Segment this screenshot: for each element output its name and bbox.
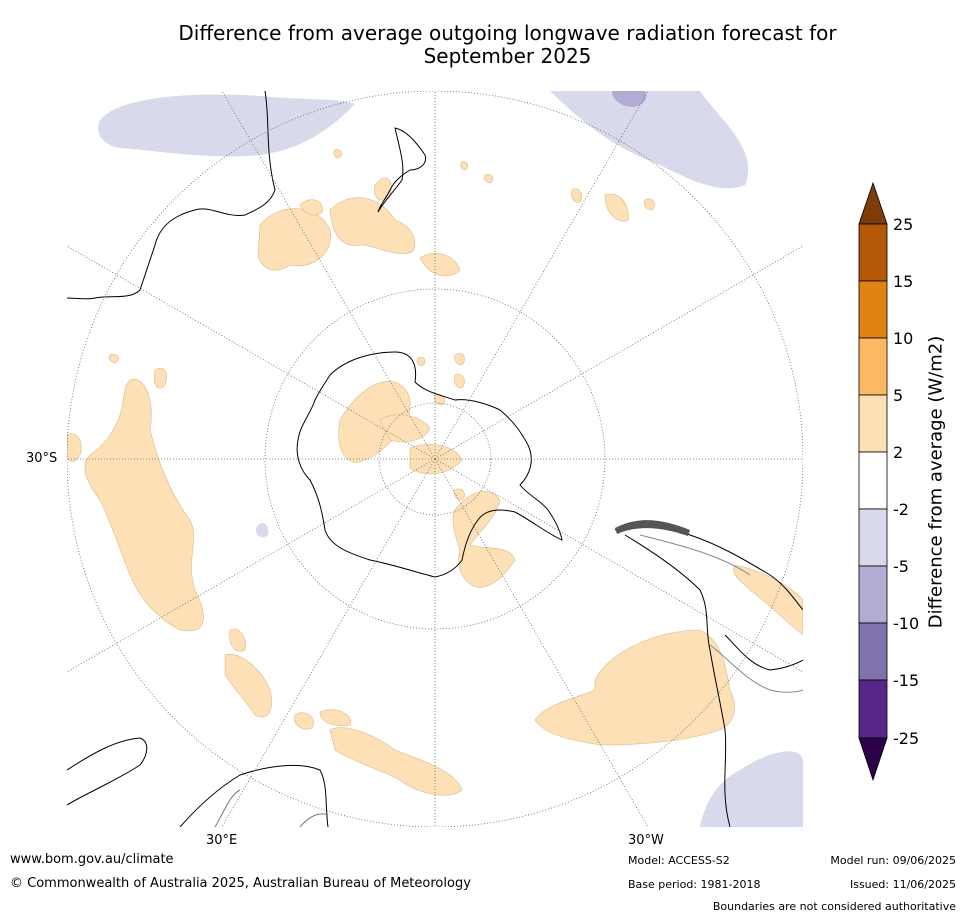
anomaly-positive-region [454, 353, 465, 366]
colorbar-tick: 2 [893, 443, 904, 462]
latitude-circle [378, 402, 492, 516]
colorbar-extend-top [858, 181, 888, 225]
colorbar-segment [858, 223, 888, 282]
colorbar-tick: 10 [893, 329, 914, 348]
anomaly-positive-region [604, 193, 629, 222]
anomaly-positive-region [329, 197, 416, 254]
lon-label-30w: 30°W [628, 833, 664, 848]
colorbar-tick: 15 [893, 272, 914, 291]
new-zealand-coastline [377, 127, 427, 213]
anomaly-positive-region [733, 564, 803, 636]
lon-label-30e: 30°E [206, 833, 238, 848]
anomaly-positive-region [224, 653, 272, 718]
africa-coastline [214, 789, 329, 827]
footer-issued: Issued: 11/06/2025 [849, 878, 956, 891]
south-america-coastline [624, 534, 731, 827]
colorbar-tick: -2 [893, 500, 909, 519]
south-america-border [639, 534, 803, 693]
anomaly-positive-region [84, 379, 204, 632]
colorbar-tick: 5 [893, 386, 904, 405]
colorbar-segment [858, 394, 888, 453]
chart-title: Difference from average outgoing longwav… [40, 22, 965, 68]
footer-base-period: Base period: 1981-2018 [628, 878, 761, 891]
anomaly-positive-region [67, 433, 82, 462]
anomaly-negative-region [550, 91, 749, 189]
footer-model: Model: ACCESS-S2 [628, 854, 730, 867]
latitude-circle [264, 288, 606, 630]
meridian-line [434, 245, 803, 460]
anomaly-negative-region [98, 94, 356, 157]
colorbar-segment [858, 508, 888, 567]
meridian-line [67, 458, 436, 673]
colorbar-segment [858, 679, 888, 739]
colorbar-tick: -10 [893, 614, 920, 633]
anomaly-positive-region [299, 199, 323, 216]
anomaly-positive-region [454, 374, 465, 389]
anomaly-negative-region [255, 523, 269, 538]
antarctica-coastline [296, 351, 563, 578]
colorbar-tick: 25 [893, 215, 914, 234]
anomaly-positive-region [257, 208, 331, 271]
meridian-line [221, 458, 436, 827]
meridian-line [434, 458, 649, 827]
anomaly-positive-region [416, 357, 426, 367]
anomaly-positive-region [419, 253, 461, 277]
africa-coastline [67, 737, 148, 806]
anomaly-positive-region [108, 354, 119, 364]
colorbar-segment [858, 565, 888, 624]
lat-label-30s: 30°S [26, 451, 58, 466]
anomaly-positive-region [329, 727, 463, 796]
anomaly-positive-region [460, 161, 469, 171]
colorbar-segment [858, 451, 888, 510]
africa-coastline [179, 764, 329, 827]
anomaly-positive-region [644, 198, 655, 211]
title-line-1: Difference from average outgoing longwav… [178, 21, 837, 45]
colorbar-segment [858, 622, 888, 681]
colorbar-tick: -25 [893, 729, 920, 748]
anomaly-positive-region [452, 491, 516, 589]
anomaly-positive-region [319, 709, 352, 727]
footer-copyright: © Commonwealth of Australia 2025, Austra… [10, 876, 471, 891]
anomaly-negative-region [612, 91, 647, 107]
title-line-2: September 2025 [423, 44, 592, 68]
colorbar-tick: -5 [893, 557, 909, 576]
meridian-line [434, 91, 649, 460]
anomaly-positive-region [294, 712, 314, 730]
anomaly-positive-region [333, 149, 343, 159]
anomaly-positive-region [229, 628, 246, 652]
meridian-line [221, 91, 436, 460]
colorbar-segment [858, 280, 888, 339]
south-america-coastline [724, 634, 803, 671]
anomaly-positive-region [379, 414, 431, 443]
footer-model-run: Model run: 09/06/2025 [830, 854, 956, 867]
colorbar-title: Difference from average (W/m2) [925, 335, 947, 629]
anomaly-positive-region [154, 367, 167, 389]
anomaly-positive-region [534, 629, 735, 746]
australia-coastline [67, 91, 276, 300]
anomaly-positive-region [454, 488, 465, 501]
colorbar [858, 181, 888, 782]
colorbar-extend-bottom [858, 737, 888, 782]
meridian-line [67, 245, 436, 460]
footer-website: www.bom.gov.au/climate [10, 852, 174, 867]
south-america-land-strip [615, 520, 690, 536]
footer-disclaimer: Boundaries are not considered authoritat… [712, 900, 956, 913]
meridian-line [434, 458, 803, 673]
colorbar-tick: -15 [893, 671, 920, 690]
anomaly-positive-region [483, 174, 494, 184]
anomaly-positive-region [571, 188, 583, 203]
colorbar-segment [858, 337, 888, 396]
